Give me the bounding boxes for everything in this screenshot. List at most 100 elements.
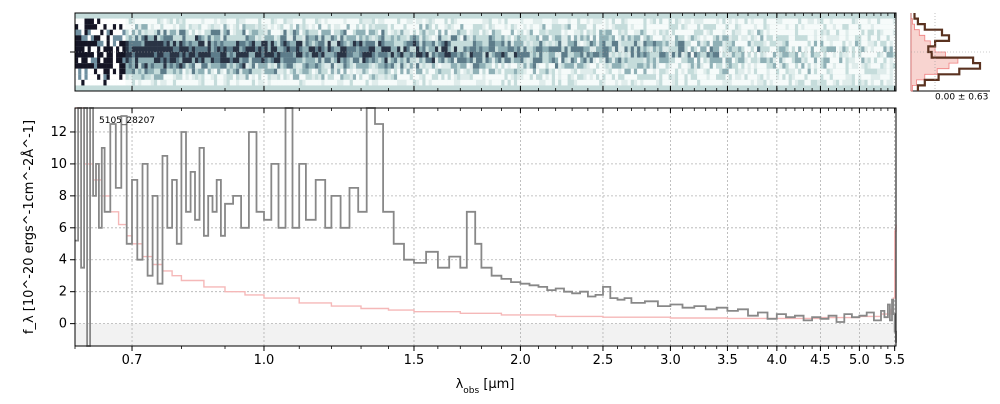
heat-cell <box>119 74 123 80</box>
heat-cell <box>78 29 82 36</box>
heat-cell <box>289 79 294 86</box>
heat-cell <box>693 52 698 58</box>
heat-cell <box>700 46 704 52</box>
heat-cell <box>106 46 111 52</box>
heat-cell <box>858 46 862 52</box>
heat-cell <box>138 57 142 64</box>
heat-cell <box>141 57 145 64</box>
heat-cell <box>343 29 347 36</box>
heat-cell <box>886 68 890 75</box>
heat-cell <box>422 29 426 36</box>
heat-cell <box>453 18 458 25</box>
heat-cell <box>633 79 638 86</box>
heat-cell <box>374 52 379 58</box>
heat-cell <box>78 18 82 25</box>
heat-cell <box>207 35 212 41</box>
heat-cell <box>381 68 385 75</box>
heat-cell <box>889 57 894 64</box>
heat-cell <box>681 57 685 64</box>
heat-cell <box>618 57 622 64</box>
heat-cell <box>409 46 414 52</box>
heat-cell <box>277 68 281 75</box>
heat-cell <box>400 18 404 25</box>
heat-cell <box>668 52 673 58</box>
heat-cell <box>447 24 452 30</box>
heat-cell <box>551 35 556 41</box>
heat-cell <box>374 63 379 69</box>
heat-cell <box>160 29 164 36</box>
heat-cell <box>665 29 669 36</box>
heat-cell <box>97 35 101 41</box>
heat-cell <box>858 63 862 69</box>
heat-cell <box>687 79 692 86</box>
heat-cell <box>277 18 281 25</box>
heat-cell <box>318 68 322 75</box>
heat-cell <box>804 74 808 80</box>
heat-cell <box>81 63 85 69</box>
heat-cell <box>194 40 199 47</box>
heat-cell <box>163 40 167 47</box>
heat-cell <box>804 29 808 36</box>
heat-cell <box>245 79 249 86</box>
heat-cell <box>416 40 420 47</box>
heat-cell <box>160 74 164 80</box>
heat-cell <box>217 79 221 86</box>
heat-cell <box>103 57 107 64</box>
heat-cell <box>864 35 868 41</box>
heat-cell <box>706 63 710 69</box>
heat-cell <box>125 40 129 47</box>
heat-cell <box>182 79 186 86</box>
heat-cell <box>223 29 227 36</box>
heat-cell <box>769 79 774 86</box>
heat-cell <box>273 79 278 86</box>
heat-cell <box>172 40 177 47</box>
heat-cell <box>873 18 878 25</box>
heat-cell <box>160 57 164 64</box>
heat-cell <box>264 46 268 52</box>
heat-cell <box>356 29 360 36</box>
heat-cell <box>861 79 865 86</box>
heat-cell <box>551 68 556 75</box>
heat-cell <box>463 52 467 58</box>
y-tick-label: 4 <box>59 253 67 268</box>
heat-cell <box>97 68 101 75</box>
heat-cell <box>690 35 695 41</box>
heat-cell <box>788 18 793 25</box>
heat-cell <box>229 57 234 64</box>
heat-cell <box>479 57 483 64</box>
heat-cell <box>488 52 493 58</box>
heat-cell <box>356 24 360 30</box>
heat-cell <box>618 46 622 52</box>
heat-cell <box>280 68 284 75</box>
heat-cell <box>482 46 486 52</box>
heat-cell <box>769 24 774 30</box>
heat-cell <box>302 57 306 64</box>
heat-cell <box>280 79 284 86</box>
heat-cell <box>270 18 275 25</box>
heat-cell <box>744 35 748 41</box>
heat-cell <box>112 79 117 86</box>
heat-cell <box>457 35 461 41</box>
heat-cell <box>441 18 445 25</box>
heat-cell <box>172 52 177 58</box>
heat-cell <box>419 18 423 25</box>
heat-cell <box>314 35 319 41</box>
heat-cell <box>832 24 837 30</box>
heat-cell <box>87 79 92 86</box>
heat-cell <box>621 68 625 75</box>
heat-cell <box>504 79 508 86</box>
heat-cell <box>384 57 388 64</box>
heat-cell <box>106 68 111 75</box>
heat-cell <box>147 63 152 69</box>
heat-cell <box>251 79 256 86</box>
heat-cell <box>687 40 692 47</box>
heat-cell <box>299 57 303 64</box>
heat-cell <box>185 79 189 86</box>
heat-cell <box>169 46 174 52</box>
heat-cell <box>371 40 376 47</box>
heat-cell <box>482 63 486 69</box>
heat-cell <box>131 29 136 36</box>
heat-cell <box>678 74 682 80</box>
heat-cell <box>611 63 616 69</box>
heat-cell <box>179 24 183 30</box>
